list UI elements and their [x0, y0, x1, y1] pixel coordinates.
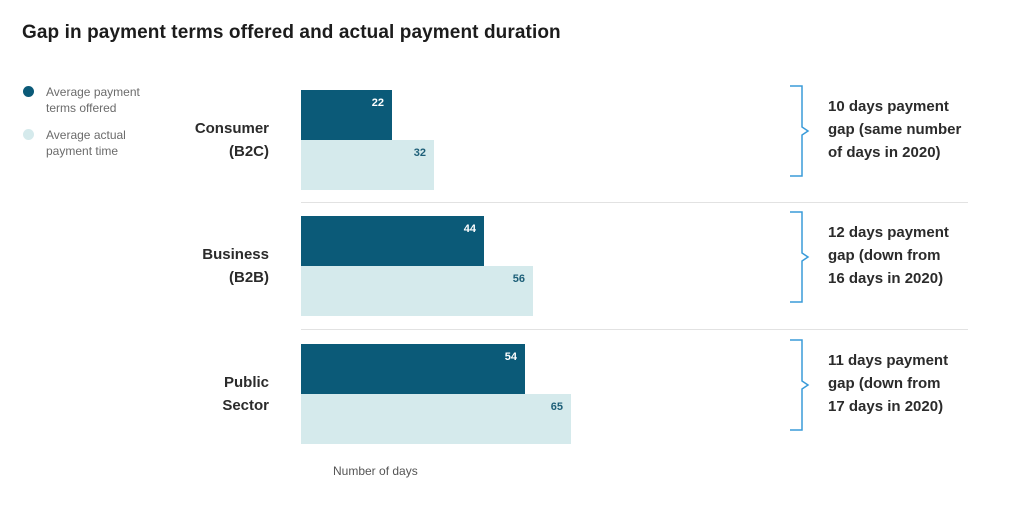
bar-value-label: 32	[413, 147, 426, 159]
category-label: Business (B2B)	[202, 246, 269, 286]
bar-value-label: 22	[371, 97, 384, 109]
group-divider	[301, 202, 968, 203]
bar-value-label: 65	[550, 401, 563, 413]
legend-label-terms-offered: Average payment terms offered	[46, 85, 140, 115]
bracket-icon	[790, 211, 810, 303]
bar-actual-time: 56	[301, 266, 533, 316]
bar-value-label: 44	[463, 223, 476, 235]
legend: Average payment terms offered Average ac…	[22, 84, 162, 170]
gap-annotation: 10 days payment gap (same number of days…	[828, 98, 962, 161]
legend-swatch-actual-time	[23, 129, 34, 140]
bar-value-label: 54	[504, 351, 517, 363]
legend-label-actual-time: Average actual payment time	[46, 128, 126, 158]
legend-item-actual-time: Average actual payment time	[22, 127, 162, 159]
bracket-icon	[790, 85, 810, 177]
category-label: Consumer (B2C)	[194, 120, 269, 160]
gap-annotation: 12 days payment gap (down from 16 days i…	[828, 224, 949, 287]
bar-terms-offered: 54	[301, 344, 525, 394]
x-axis-label: Number of days	[333, 464, 418, 478]
bar-actual-time: 32	[301, 140, 434, 190]
legend-item-terms-offered: Average payment terms offered	[22, 84, 162, 116]
gap-annotation: 11 days payment gap (down from 17 days i…	[828, 352, 949, 415]
bar-terms-offered: 22	[301, 90, 392, 140]
bar-actual-time: 65	[301, 394, 571, 444]
group-divider	[301, 329, 968, 330]
chart-title: Gap in payment terms offered and actual …	[22, 22, 561, 43]
bar-value-label: 56	[512, 273, 525, 285]
category-label: Public Sector	[222, 374, 269, 414]
bracket-icon	[790, 339, 810, 431]
legend-swatch-terms-offered	[23, 86, 34, 97]
bar-terms-offered: 44	[301, 216, 484, 266]
